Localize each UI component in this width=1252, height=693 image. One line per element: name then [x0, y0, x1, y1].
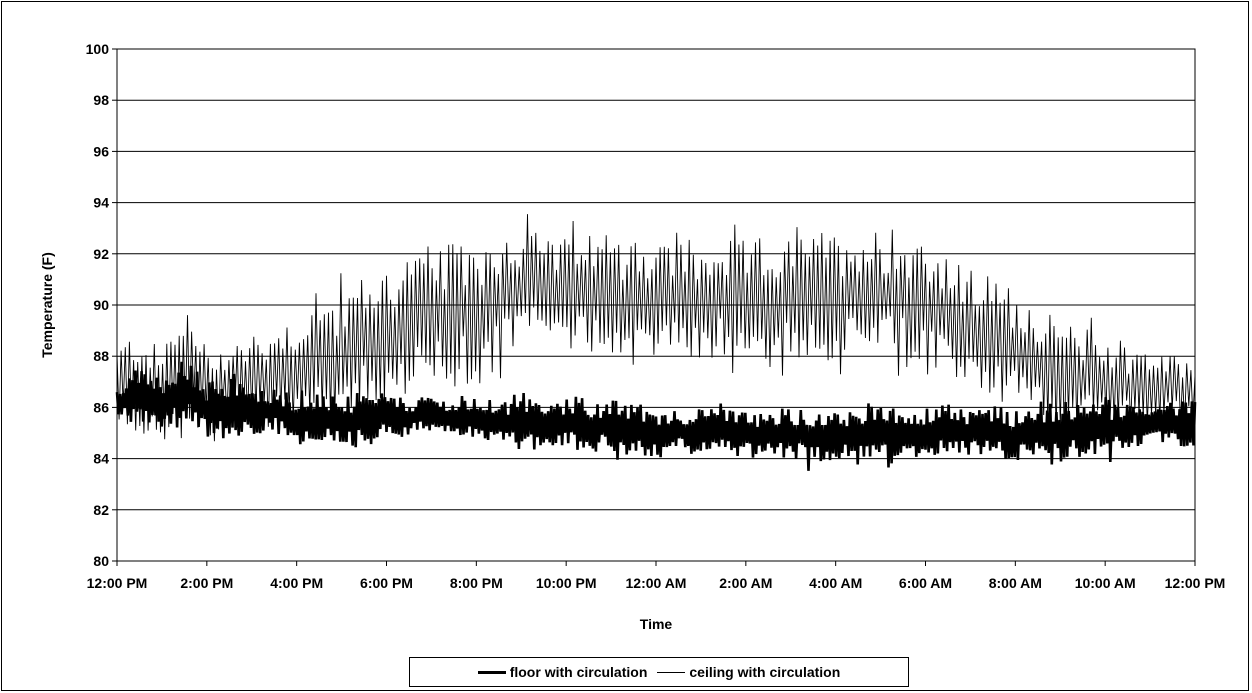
- y-tick-label: 80: [93, 553, 109, 569]
- x-tick-label: 12:00 PM: [87, 575, 148, 591]
- x-tick-label: 6:00 PM: [360, 575, 413, 591]
- legend-item-floor: floor with circulation: [477, 664, 648, 680]
- x-tick-label: 6:00 AM: [899, 575, 952, 591]
- legend-label-ceiling: ceiling with circulation: [689, 664, 841, 680]
- x-tick-label: 8:00 AM: [989, 575, 1042, 591]
- x-tick-label: 12:00 AM: [626, 575, 687, 591]
- legend-item-ceiling: ceiling with circulation: [657, 664, 840, 680]
- legend-swatch-thin-line: [657, 671, 686, 673]
- series-lines: [115, 214, 1197, 471]
- x-tick-label: 2:00 AM: [719, 575, 772, 591]
- x-tick-label: 8:00 PM: [450, 575, 503, 591]
- x-axis-ticks: 12:00 PM 2:00 PM 4:00 PM 6:00 PM 8:00 PM 10:0…: [87, 561, 1226, 591]
- x-tick-label: 10:00 AM: [1075, 575, 1136, 591]
- x-tick-label: 10:00 PM: [536, 575, 597, 591]
- series-ceiling-line: [116, 214, 1196, 442]
- x-axis-title: Time: [640, 616, 673, 632]
- y-tick-label: 100: [86, 41, 110, 57]
- legend-label-floor: floor with circulation: [509, 664, 648, 680]
- y-tick-label: 82: [93, 502, 109, 518]
- x-tick-label: 12:00 PM: [1165, 575, 1226, 591]
- y-tick-label: 84: [93, 451, 109, 467]
- y-axis-ticks: 80 82 84 86 88 90 92 94 96 98 100: [86, 41, 117, 569]
- y-tick-label: 98: [93, 92, 109, 108]
- y-axis-title: Temperature (F): [39, 252, 55, 358]
- y-tick-label: 96: [93, 143, 109, 159]
- y-tick-label: 94: [93, 195, 109, 211]
- gridlines: [117, 48, 1195, 562]
- x-tick-label: 4:00 AM: [809, 575, 862, 591]
- y-tick-label: 86: [93, 399, 109, 415]
- y-tick-label: 88: [93, 348, 109, 364]
- x-tick-label: 4:00 PM: [270, 575, 323, 591]
- x-tick-label: 2:00 PM: [180, 575, 233, 591]
- legend: floor with circulation ceiling with circ…: [409, 657, 909, 687]
- legend-swatch-thick-line: [477, 670, 506, 674]
- y-tick-label: 92: [93, 246, 109, 262]
- y-tick-label: 90: [93, 297, 109, 313]
- series-floor-line: [115, 361, 1197, 471]
